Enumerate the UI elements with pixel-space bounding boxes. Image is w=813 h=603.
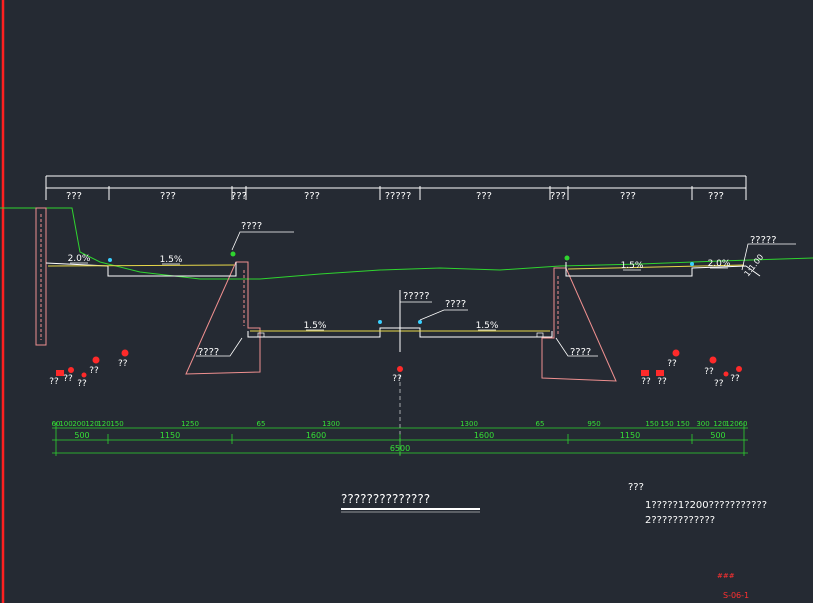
legend-label: ?? [63,374,73,384]
dim-value: 1600 [474,431,494,440]
top-dimension-bracket [45,175,747,200]
callout-left-top: ???? [241,221,262,232]
slope-right-main: 1.5% [621,261,644,271]
dim-value: 65 [536,420,545,428]
legend-labels: ?? ?? ?? ?? ?? ?? ?? ?? ?? ?? [49,359,740,389]
dim-value: 150 [660,420,673,428]
dim-value: 120 [97,420,110,428]
batter-label: 1:1.00 [742,253,765,279]
top-label-2: ??? [160,191,176,202]
dim-total: 6500 [390,444,410,453]
legend-label: ?? [77,379,87,389]
notes-line-2: 2???????????? [645,515,715,526]
legend-label: ?? [657,377,667,387]
legend-label: ?? [714,379,724,389]
sheet-number: S-06-1 [723,591,749,600]
legend-symbol [81,372,87,378]
dim-value: 60 [739,420,748,428]
callout-center: ????? [403,291,430,302]
slope-right-outer: 2.0% [708,259,731,269]
notes-line-1: 1?????1?200??????????? [645,500,767,511]
legend-symbol [656,370,664,376]
legend-symbol [56,370,64,376]
legend-symbol [723,371,729,377]
callouts [196,231,796,357]
dim-value: 950 [587,420,600,428]
legend-label: ?? [49,377,59,387]
ground-line [0,207,813,280]
dims-row-1: 60 100 200 120 120 150 1250 65 1300 1300… [52,420,748,428]
legend-label: ?? [89,366,99,376]
callout-center-small: ???? [445,299,466,310]
legend-symbol [121,349,129,357]
drawing-title: ?????????????? [341,492,430,506]
title-block-label: ### [717,572,735,580]
bottom-dimension-lines [52,422,748,456]
top-label-1: ??? [66,191,82,202]
legend-symbol [709,356,717,364]
legend-label: ?? [667,359,677,369]
slope-sunken-right: 1.5% [476,321,499,331]
dim-value: 60 [52,420,61,428]
top-label-3: ??? [231,191,247,202]
legend-label: ?? [730,374,740,384]
legend-label: ?? [641,377,651,387]
dim-value: 120 [713,420,726,428]
legend-label: ?? [118,359,128,369]
dim-value: 1300 [322,420,340,428]
top-label-7: ??? [550,191,566,202]
dim-value: 150 [110,420,123,428]
slope-sunken-left: 1.5% [304,321,327,331]
notes-heading: ??? [628,482,644,493]
dim-value: 1300 [460,420,478,428]
dim-value: 300 [696,420,709,428]
legend-symbol [672,349,680,357]
dim-value: 200 [72,420,85,428]
callout-left-lower: ???? [198,347,219,358]
dim-value: 1150 [620,431,640,440]
dim-value: 500 [74,431,89,440]
legend-symbols [56,349,742,378]
top-labels: ??? ??? ??? ??? ????? ??? ??? ??? ??? [66,191,724,202]
dim-value: 150 [645,420,658,428]
dim-value: 500 [710,431,725,440]
dims-row-2: 500 1150 1600 1600 1150 500 [74,431,725,440]
legend-symbol [397,366,403,372]
legend-label: ?? [392,374,402,384]
dim-value: 1150 [160,431,180,440]
legend-symbol [92,356,100,364]
top-label-5: ????? [385,191,412,202]
top-label-8: ??? [620,191,636,202]
callout-texts: ???? ????? ????? ???? ???? ???? [198,221,777,358]
dim-value: 150 [676,420,689,428]
slope-left-main: 1.5% [160,255,183,265]
callout-right-lower: ???? [570,347,591,358]
legend-symbol [641,370,649,376]
dim-value: 1600 [306,431,326,440]
slope-left-outer: 2.0% [68,254,91,264]
road-markers [108,251,694,338]
dim-value: 65 [257,420,266,428]
top-label-4: ??? [304,191,320,202]
top-label-9: ??? [708,191,724,202]
callout-right-top: ????? [750,235,777,246]
top-label-6: ??? [476,191,492,202]
legend-label: ?? [704,367,714,377]
dim-value: 100 [59,420,72,428]
legend-symbol [68,367,74,373]
dim-value: 120 [725,420,738,428]
dim-value: 120 [85,420,98,428]
dim-value: 1250 [181,420,199,428]
legend-symbol [736,366,742,372]
